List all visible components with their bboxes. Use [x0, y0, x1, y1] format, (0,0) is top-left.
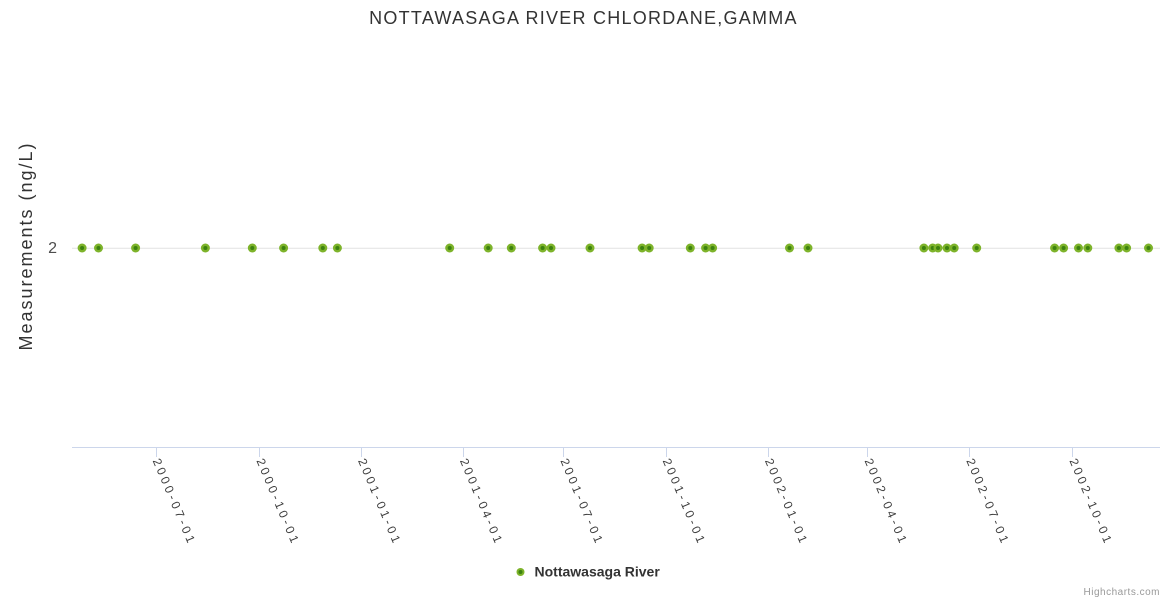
svg-text:2001-01-01: 2001-01-01	[355, 456, 404, 547]
svg-text:2002-04-01: 2002-04-01	[862, 456, 911, 547]
svg-text:2002-07-01: 2002-07-01	[963, 456, 1012, 547]
svg-text:2: 2	[48, 240, 57, 257]
svg-text:Measurements (ng/L): Measurements (ng/L)	[16, 141, 36, 350]
svg-text:2001-10-01: 2001-10-01	[660, 456, 709, 547]
svg-text:2001-07-01: 2001-07-01	[557, 456, 606, 547]
svg-text:2000-07-01: 2000-07-01	[150, 456, 199, 547]
svg-text:NOTTAWASAGA RIVER CHLORDANE,GA: NOTTAWASAGA RIVER CHLORDANE,GAMMA	[369, 8, 798, 28]
svg-text:Nottawasaga River: Nottawasaga River	[535, 564, 661, 580]
svg-text:2002-10-01: 2002-10-01	[1067, 456, 1116, 547]
svg-text:Highcharts.com: Highcharts.com	[1084, 587, 1160, 598]
svg-text:2000-10-01: 2000-10-01	[253, 456, 302, 547]
svg-text:2001-04-01: 2001-04-01	[457, 456, 506, 547]
svg-text:2002-01-01: 2002-01-01	[762, 456, 811, 547]
